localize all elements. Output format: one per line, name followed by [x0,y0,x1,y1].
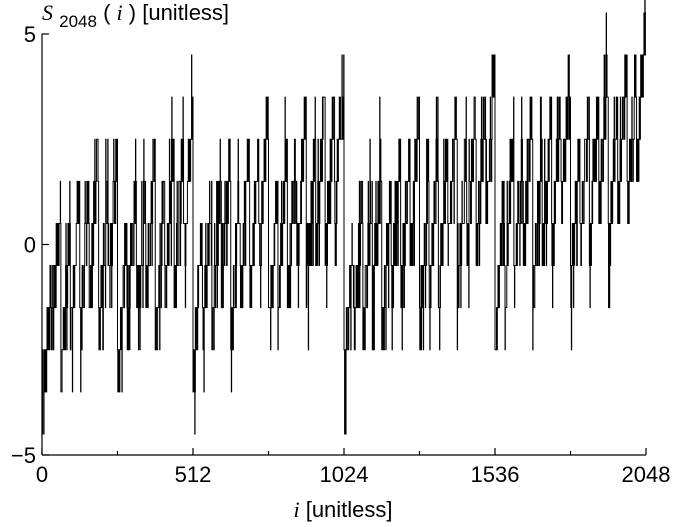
y-axis-title-variable: i [117,0,123,25]
y-tick-label: −5 [11,443,36,468]
y-axis-title-unit: ) [unitless] [129,0,229,25]
x-axis-title: i [unitless] [293,497,392,522]
series-line [41,0,646,435]
x-axis-title-unit: [unitless] [306,497,393,522]
y-axis-title: S 2048 ( i ) [unitless] [42,0,229,32]
y-tick-label: 0 [24,233,36,258]
x-tick-label: 1024 [320,462,369,487]
x-axis-title-variable: i [293,497,299,522]
x-tick-label: 2048 [622,462,671,487]
y-axis-title-symbol: S [42,0,53,25]
ticks: 0 512 1024 1536 2048−505 [11,22,671,487]
x-tick-label: 512 [175,462,212,487]
x-tick-label: 0 [36,462,48,487]
x-tick-label: 1536 [471,462,520,487]
y-axis-title-open-paren: ( [103,0,111,25]
plot-area [41,0,646,435]
y-axis-title-subscript: 2048 [59,12,97,31]
y-tick-label: 5 [24,22,36,47]
